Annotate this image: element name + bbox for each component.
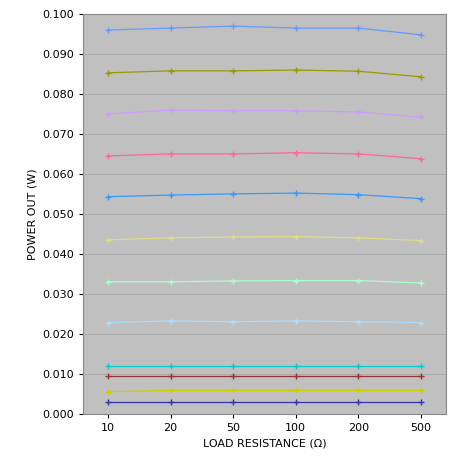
Y-axis label: POWER OUT (W): POWER OUT (W) bbox=[28, 168, 38, 259]
X-axis label: LOAD RESISTANCE (Ω): LOAD RESISTANCE (Ω) bbox=[202, 438, 325, 448]
